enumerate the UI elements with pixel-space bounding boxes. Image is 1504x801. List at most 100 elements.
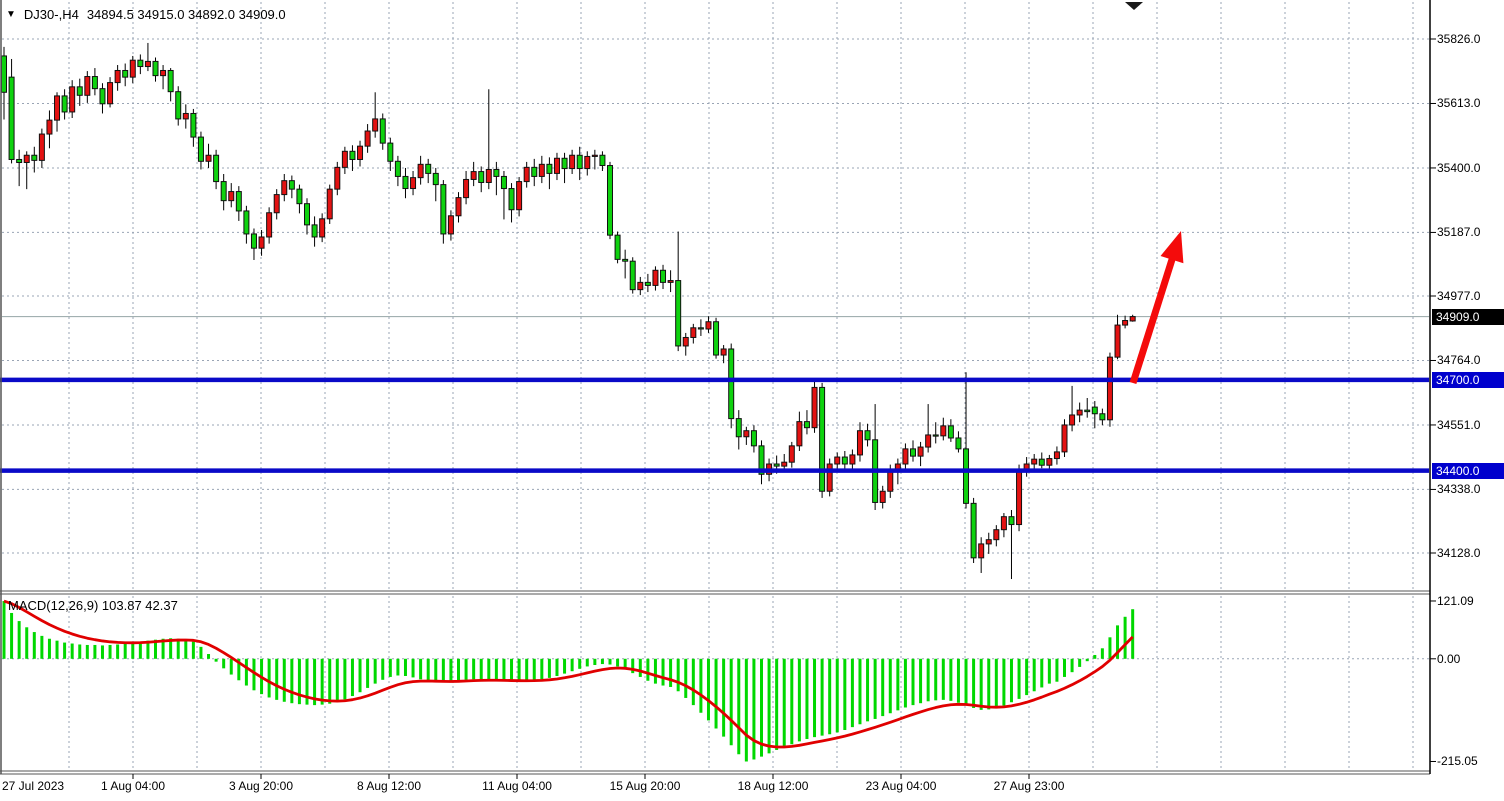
- candle: [144, 60, 151, 68]
- candle: [76, 86, 83, 96]
- candle: [319, 218, 326, 238]
- candle: [152, 60, 159, 77]
- candle: [523, 166, 530, 183]
- candle: [220, 181, 227, 202]
- candle: [500, 175, 507, 190]
- candle: [584, 155, 591, 170]
- candle: [970, 502, 977, 559]
- candle: [713, 321, 720, 356]
- candle: [652, 269, 659, 286]
- candle: [425, 163, 432, 174]
- candle: [705, 321, 712, 330]
- candle: [190, 112, 197, 138]
- candle: [402, 175, 409, 190]
- candle: [372, 118, 379, 132]
- candle: [334, 166, 341, 190]
- candle: [932, 434, 939, 437]
- candle: [69, 86, 76, 113]
- candle: [205, 154, 212, 162]
- candle: [993, 529, 1000, 541]
- candle: [781, 461, 788, 467]
- candle: [879, 490, 886, 503]
- current-price-badge: 34909.0: [1432, 308, 1504, 325]
- candle: [463, 178, 470, 199]
- candle: [357, 145, 364, 160]
- candle: [341, 150, 348, 168]
- candle: [591, 154, 598, 157]
- candle: [235, 191, 242, 212]
- candle: [735, 418, 742, 438]
- candle: [91, 76, 98, 90]
- candle: [23, 154, 30, 164]
- candle: [531, 166, 538, 177]
- symbol-timeframe-title: DJ30-,H4: [23, 7, 79, 22]
- candle: [122, 69, 129, 78]
- candle: [811, 386, 818, 429]
- candle: [107, 82, 114, 105]
- candle: [1, 55, 7, 93]
- candle: [826, 463, 833, 492]
- scroll-to-end-marker-icon[interactable]: [1125, 2, 1143, 10]
- candle: [54, 95, 61, 121]
- candle: [455, 197, 462, 217]
- candle: [160, 69, 167, 77]
- candle: [637, 281, 644, 291]
- candle: [387, 142, 394, 162]
- resistance-level-badge: 34700.0: [1432, 371, 1504, 388]
- candle: [129, 59, 136, 78]
- trend-arrow-head: [1160, 231, 1184, 264]
- candle: [682, 336, 689, 347]
- candle: [99, 88, 106, 105]
- candle: [553, 157, 560, 174]
- candle: [311, 224, 318, 238]
- candle: [61, 95, 68, 113]
- candle: [258, 236, 265, 249]
- candle: [228, 191, 235, 202]
- candle: [417, 163, 424, 179]
- candle: [16, 158, 23, 164]
- candle: [690, 327, 697, 338]
- trend-arrow[interactable]: [1129, 247, 1179, 385]
- candle: [720, 348, 727, 356]
- candle: [175, 91, 182, 120]
- candle: [379, 118, 386, 144]
- candle: [1008, 516, 1015, 526]
- candle: [1053, 451, 1060, 460]
- candle: [902, 448, 909, 465]
- candle: [273, 194, 280, 214]
- candle: [538, 163, 545, 177]
- candle: [1076, 409, 1083, 416]
- candle: [1016, 470, 1023, 526]
- candle: [675, 280, 682, 347]
- support-level-badge: 34400.0: [1432, 462, 1504, 479]
- candle: [1099, 413, 1106, 421]
- collapse-chevron-icon[interactable]: ▼: [6, 9, 16, 20]
- candle: [629, 260, 636, 291]
- candle: [841, 456, 848, 465]
- candle: [667, 280, 674, 283]
- candle: [614, 234, 621, 260]
- candle: [46, 119, 53, 135]
- candle: [660, 269, 667, 283]
- macd-indicator-label: MACD(12,26,9) 103.87 42.37: [8, 598, 178, 613]
- candle: [470, 171, 477, 180]
- candle: [849, 454, 856, 465]
- candle: [546, 163, 553, 174]
- candle: [796, 421, 803, 447]
- candle: [803, 421, 810, 429]
- candle: [250, 233, 257, 249]
- candle: [440, 184, 447, 235]
- candle: [326, 188, 333, 220]
- candle: [1106, 356, 1113, 421]
- ohlc-values: 34894.5 34915.0 34892.0 34909.0: [86, 7, 286, 22]
- candle: [561, 157, 568, 170]
- candle: [569, 154, 576, 170]
- candle: [864, 430, 871, 441]
- candle: [728, 348, 735, 420]
- candle: [955, 437, 962, 450]
- candle: [607, 165, 613, 236]
- candle: [1069, 414, 1076, 426]
- candle: [963, 448, 970, 504]
